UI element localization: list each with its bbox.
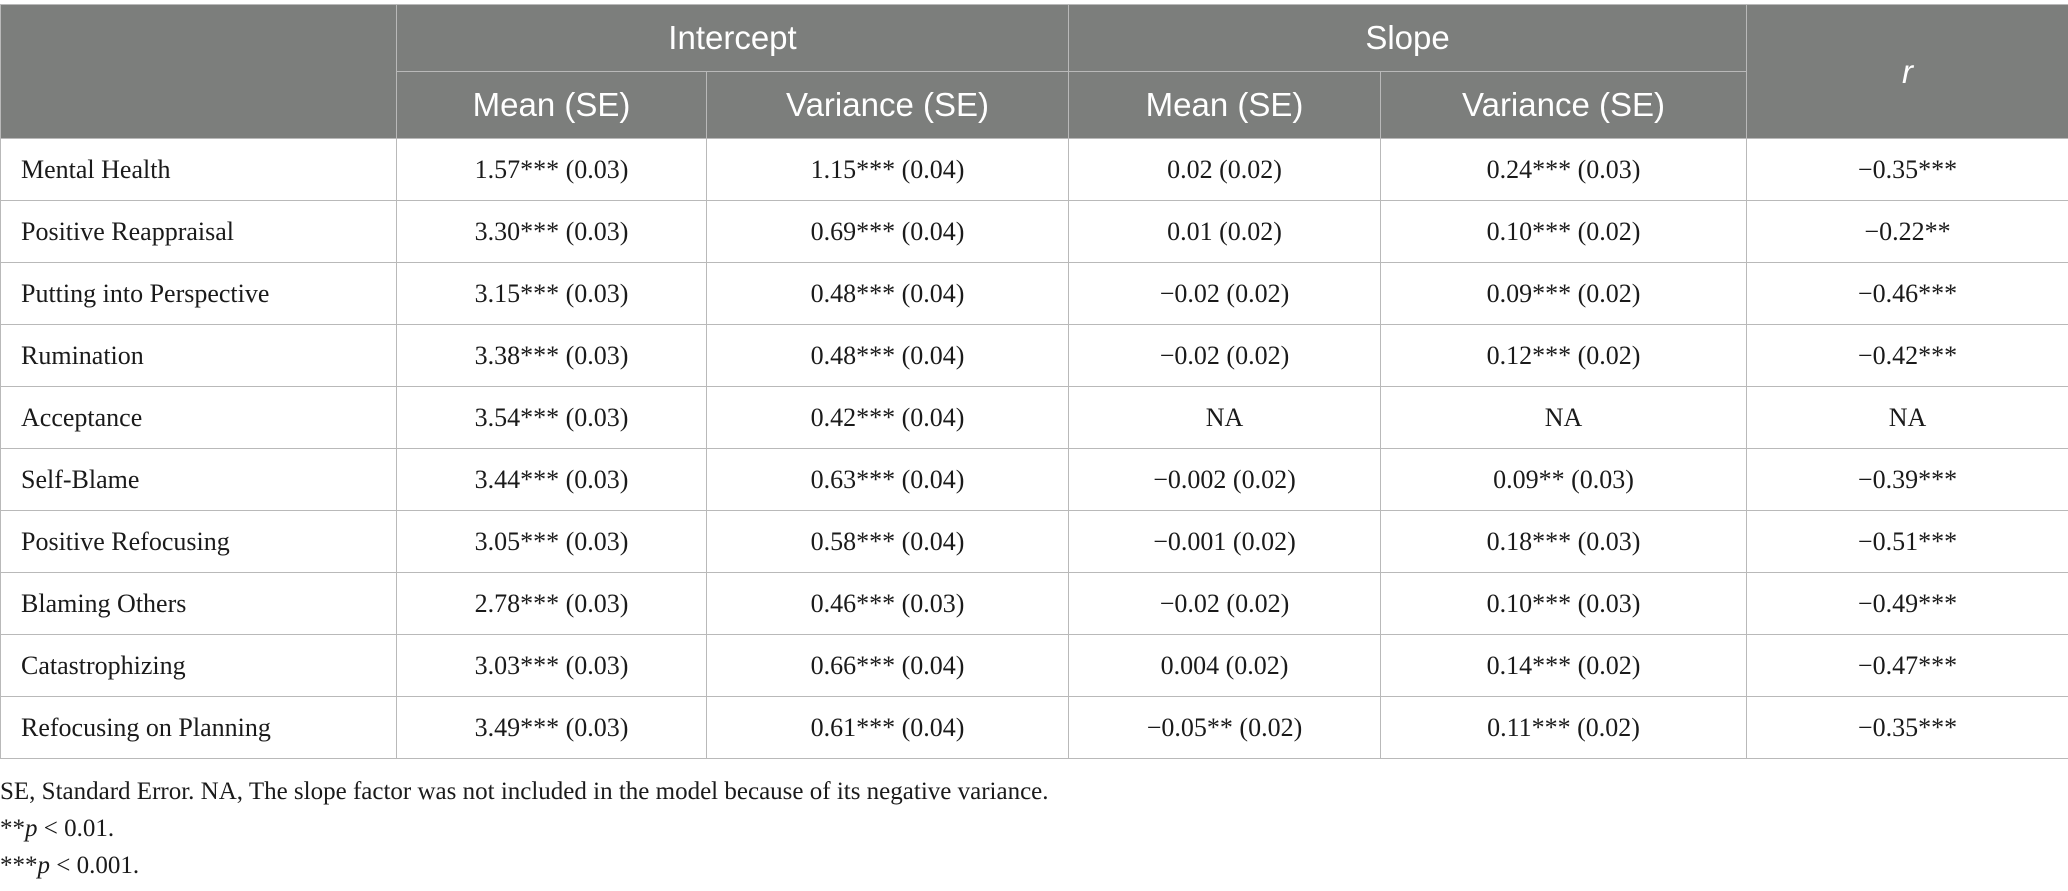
table-row: Acceptance 3.54*** (0.03) 0.42*** (0.04) NA… bbox=[0, 386, 2068, 449]
cell-slope-mean: 0.02 (0.02) bbox=[1068, 138, 1382, 201]
table-row: Rumination 3.38*** (0.03) 0.48*** (0.04) −0… bbox=[0, 324, 2068, 387]
header-slope-mean: Mean (SE) bbox=[1068, 71, 1382, 139]
cell-slope-mean: −0.02 (0.02) bbox=[1068, 572, 1382, 635]
row-label: Mental Health bbox=[0, 138, 397, 201]
cell-slope-mean: −0.002 (0.02) bbox=[1068, 448, 1382, 511]
cell-slope-variance: 0.24*** (0.03) bbox=[1380, 138, 1748, 201]
cell-slope-variance: 0.09*** (0.02) bbox=[1380, 262, 1748, 325]
cell-intercept-variance: 0.42*** (0.04) bbox=[705, 386, 1070, 449]
header-intercept-mean: Mean (SE) bbox=[396, 71, 707, 139]
header-row-groups: Intercept Slope r bbox=[0, 4, 2068, 139]
header-r: r bbox=[1746, 4, 2068, 139]
cell-slope-variance: 0.10*** (0.03) bbox=[1380, 572, 1748, 635]
footnote-p01: **p < 0.01. bbox=[0, 810, 2068, 847]
table-row: Positive Refocusing 3.05*** (0.03) 0.58***… bbox=[0, 510, 2068, 573]
row-label: Positive Refocusing bbox=[0, 510, 397, 573]
cell-slope-mean: 0.004 (0.02) bbox=[1068, 634, 1382, 697]
cell-slope-mean: 0.01 (0.02) bbox=[1068, 200, 1382, 263]
cell-intercept-variance: 0.61*** (0.04) bbox=[705, 696, 1070, 759]
cell-intercept-mean: 2.78*** (0.03) bbox=[396, 572, 707, 635]
results-table-figure: Intercept Slope r Mean (SE) Variance (SE… bbox=[0, 4, 2068, 884]
cell-r: −0.46*** bbox=[1746, 262, 2068, 325]
cell-intercept-variance: 0.48*** (0.04) bbox=[705, 324, 1070, 387]
table-row: Self-Blame 3.44*** (0.03) 0.63*** (0.04) −0… bbox=[0, 448, 2068, 511]
cell-r: −0.47*** bbox=[1746, 634, 2068, 697]
row-label: Positive Reappraisal bbox=[0, 200, 397, 263]
footnote-p001-stars: *** bbox=[0, 852, 38, 879]
table-row: Catastrophizing 3.03*** (0.03) 0.66*** (0.… bbox=[0, 634, 2068, 697]
cell-slope-variance: 0.14*** (0.02) bbox=[1380, 634, 1748, 697]
cell-slope-mean: −0.001 (0.02) bbox=[1068, 510, 1382, 573]
cell-r: −0.49*** bbox=[1746, 572, 2068, 635]
table-row: Positive Reappraisal 3.30*** (0.03) 0.69**… bbox=[0, 200, 2068, 263]
cell-slope-variance: NA bbox=[1380, 386, 1748, 449]
header-intercept: Intercept bbox=[395, 4, 1070, 72]
table-row: Putting into Perspective 3.15*** (0.03) 0.… bbox=[0, 262, 2068, 325]
footnote-p01-rest: < 0.01. bbox=[37, 815, 115, 842]
cell-slope-mean: −0.05** (0.02) bbox=[1068, 696, 1382, 759]
cell-r: −0.22** bbox=[1746, 200, 2068, 263]
cell-r: −0.39*** bbox=[1746, 448, 2068, 511]
cell-slope-variance: 0.18*** (0.03) bbox=[1380, 510, 1748, 573]
cell-slope-mean: −0.02 (0.02) bbox=[1068, 262, 1382, 325]
results-table: Intercept Slope r Mean (SE) Variance (SE… bbox=[0, 4, 2068, 759]
cell-intercept-mean: 3.03*** (0.03) bbox=[396, 634, 707, 697]
header-slope: Slope bbox=[1068, 4, 1748, 72]
cell-intercept-mean: 3.38*** (0.03) bbox=[396, 324, 707, 387]
cell-r: −0.35*** bbox=[1746, 138, 2068, 201]
footnote-p001: ***p < 0.001. bbox=[0, 847, 2068, 884]
footnote-p01-stars: ** bbox=[0, 815, 25, 842]
cell-intercept-variance: 0.48*** (0.04) bbox=[705, 262, 1070, 325]
header-empty-cell bbox=[0, 4, 397, 139]
row-label: Refocusing on Planning bbox=[0, 696, 397, 759]
cell-intercept-variance: 0.69*** (0.04) bbox=[705, 200, 1070, 263]
cell-slope-mean: NA bbox=[1068, 386, 1382, 449]
row-label: Rumination bbox=[0, 324, 397, 387]
footnote-p001-p: p bbox=[37, 852, 51, 879]
table-row: Mental Health 1.57*** (0.03) 1.15*** (0.04… bbox=[0, 138, 2068, 201]
cell-slope-variance: 0.11*** (0.02) bbox=[1380, 696, 1748, 759]
cell-slope-variance: 0.10*** (0.02) bbox=[1380, 200, 1748, 263]
row-label: Acceptance bbox=[0, 386, 397, 449]
table-header: Intercept Slope r Mean (SE) Variance (SE… bbox=[0, 4, 2068, 139]
table-row: Refocusing on Planning 3.49*** (0.03) 0.61… bbox=[0, 696, 2068, 759]
cell-intercept-variance: 0.58*** (0.04) bbox=[705, 510, 1070, 573]
cell-intercept-variance: 0.66*** (0.04) bbox=[705, 634, 1070, 697]
footnote-abbreviations: SE, Standard Error. NA, The slope factor… bbox=[0, 778, 1049, 805]
header-slope-variance: Variance (SE) bbox=[1380, 71, 1748, 139]
cell-r: NA bbox=[1746, 386, 2068, 449]
cell-intercept-mean: 3.30*** (0.03) bbox=[396, 200, 707, 263]
footnote-p01-p: p bbox=[25, 815, 38, 842]
header-intercept-variance: Variance (SE) bbox=[705, 71, 1070, 139]
row-label: Putting into Perspective bbox=[0, 262, 397, 325]
row-label: Blaming Others bbox=[0, 572, 397, 635]
row-label: Catastrophizing bbox=[0, 634, 397, 697]
cell-intercept-mean: 3.15*** (0.03) bbox=[396, 262, 707, 325]
table-footnotes: SE, Standard Error. NA, The slope factor… bbox=[0, 773, 2068, 884]
table-row: Blaming Others 2.78*** (0.03) 0.46*** (0.0… bbox=[0, 572, 2068, 635]
cell-intercept-variance: 0.63*** (0.04) bbox=[705, 448, 1070, 511]
cell-r: −0.42*** bbox=[1746, 324, 2068, 387]
cell-slope-variance: 0.12*** (0.02) bbox=[1380, 324, 1748, 387]
cell-slope-mean: −0.02 (0.02) bbox=[1068, 324, 1382, 387]
row-label: Self-Blame bbox=[0, 448, 397, 511]
cell-intercept-mean: 3.05*** (0.03) bbox=[396, 510, 707, 573]
cell-r: −0.51*** bbox=[1746, 510, 2068, 573]
cell-r: −0.35*** bbox=[1746, 696, 2068, 759]
cell-intercept-mean: 3.49*** (0.03) bbox=[396, 696, 707, 759]
cell-intercept-mean: 1.57*** (0.03) bbox=[396, 138, 707, 201]
cell-intercept-variance: 1.15*** (0.04) bbox=[705, 138, 1070, 201]
header-row-subcolumns: Mean (SE) Variance (SE) Mean (SE) Varian… bbox=[1, 71, 2068, 139]
footnote-p001-rest: < 0.001. bbox=[50, 852, 140, 879]
table-body: Mental Health 1.57*** (0.03) 1.15*** (0.04… bbox=[0, 138, 2068, 759]
cell-intercept-mean: 3.44*** (0.03) bbox=[396, 448, 707, 511]
cell-slope-variance: 0.09** (0.03) bbox=[1380, 448, 1748, 511]
cell-intercept-mean: 3.54*** (0.03) bbox=[396, 386, 707, 449]
cell-intercept-variance: 0.46*** (0.03) bbox=[705, 572, 1070, 635]
